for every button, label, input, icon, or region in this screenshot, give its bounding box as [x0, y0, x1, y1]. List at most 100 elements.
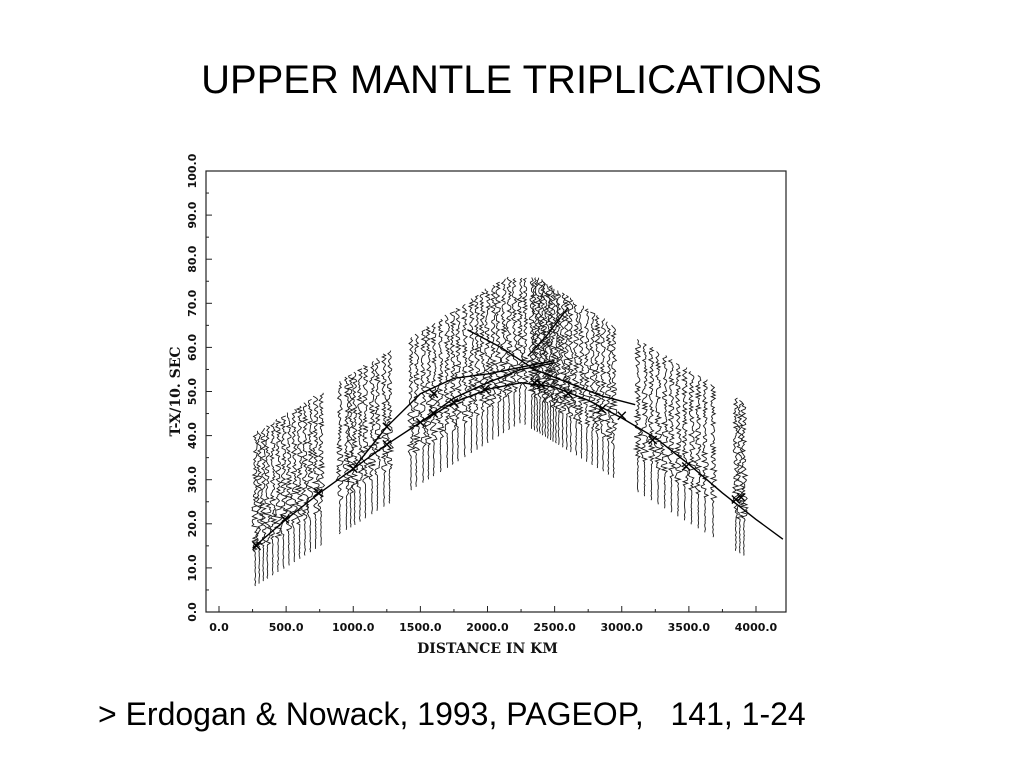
pick-marker: [563, 389, 573, 399]
pick-marker: [617, 411, 627, 421]
travel-time-branch-line: [467, 329, 636, 406]
seismogram-trace: [504, 276, 514, 430]
seismogram-trace: [471, 294, 482, 450]
pick-marker: [415, 417, 425, 427]
y-tick-label: 30.0: [186, 466, 199, 493]
seismogram-trace: [639, 343, 650, 497]
seismogram-trace: [406, 337, 416, 491]
travel-time-branch-line: [252, 381, 784, 549]
x-axis-ticks: 0.0 500.0 1000.0 1500.0 2000.0 2500.0 3000.0 35…: [209, 606, 778, 634]
pick-marker: [529, 378, 539, 388]
seismogram-trace: [553, 290, 564, 445]
seismogram-trace: [300, 402, 310, 556]
seismogram-trace: [341, 376, 352, 530]
seismogram-trace: [316, 392, 326, 546]
pick-marker: [731, 495, 741, 505]
pick-marker-stroke: [617, 411, 627, 421]
seismogram-trace: [734, 400, 746, 554]
x-axis-label: DISTANCE IN KM: [417, 641, 558, 657]
seismogram-trace: [653, 351, 663, 505]
pick-marker-stroke: [449, 398, 459, 408]
seismogram-trace: [576, 305, 586, 459]
seismogram-trace: [373, 357, 383, 511]
pick-marker: [597, 404, 607, 414]
pick-marker-stroke: [280, 514, 290, 524]
seismogram-trace: [442, 314, 452, 468]
pick-marker-stroke: [429, 389, 439, 399]
y-tick-label: 80.0: [186, 245, 199, 272]
seismogram-trace: [482, 288, 493, 444]
seismogram-trace: [447, 311, 458, 465]
pick-marker-stroke: [536, 380, 546, 390]
pick-marker: [429, 389, 439, 399]
seismogram-trace: [561, 294, 572, 450]
pick-marker-stroke: [731, 495, 741, 505]
seismogram-trace: [608, 324, 619, 478]
y-tick-label: 70.0: [186, 289, 199, 316]
seismogram-trace: [700, 379, 710, 533]
seismogram-trace: [460, 303, 470, 458]
seismogram-trace: [258, 428, 268, 582]
pick-marker: [280, 514, 290, 524]
seismogram-trace: [709, 384, 718, 538]
seismogram-chart: 0.0 500.0 1000.0 1500.0 2000.0 2500.0 3000.0 35…: [168, 153, 787, 657]
seismogram-trace: [255, 430, 264, 584]
seismogram-trace: [548, 287, 558, 442]
y-axis-label: T-X/10. SEC: [168, 346, 184, 436]
seismogram-trace: [693, 375, 703, 529]
seismogram-trace: [488, 285, 498, 440]
pick-marker-stroke: [313, 488, 323, 498]
pick-marker-stroke: [563, 389, 573, 399]
pick-marker-stroke: [648, 435, 658, 445]
pick-marker: [736, 492, 746, 502]
pick-marker: [348, 464, 358, 474]
pick-marker-stroke: [736, 492, 746, 502]
seismogram-trace: [532, 277, 542, 433]
y-tick-label: 90.0: [186, 201, 199, 228]
y-tick-label: 20.0: [186, 510, 199, 537]
seismogram-trace: [667, 359, 677, 513]
pick-marker-stroke: [252, 541, 262, 551]
x-tick-label: 2500.0: [533, 621, 576, 634]
pick-marker-stroke: [681, 461, 691, 471]
seismogram-trace: [418, 329, 428, 483]
pick-markers: [252, 378, 746, 551]
seismogram-trace: [250, 433, 261, 587]
seismogram-trace: [346, 374, 355, 528]
seismogram-trace: [263, 425, 273, 579]
seismogram-trace: [647, 347, 656, 501]
x-tick-label: 4000.0: [735, 621, 778, 634]
pick-marker-stroke: [382, 422, 392, 432]
seismogram-trace: [385, 350, 395, 504]
seismogram-trace: [356, 368, 365, 522]
seismogram-trace: [283, 412, 293, 566]
pick-marker-stroke: [480, 384, 490, 394]
pick-marker-stroke: [429, 409, 439, 419]
pick-marker: [429, 409, 439, 419]
y-tick-label: 0.0: [186, 602, 199, 622]
y-tick-label: 60.0: [186, 333, 199, 360]
pick-marker-stroke: [597, 404, 607, 414]
seismogram-trace: [515, 277, 526, 424]
x-tick-label: 1500.0: [399, 621, 442, 634]
seismogram-trace: [571, 302, 580, 456]
seismogram-trace: [673, 363, 683, 517]
seismogram-trace: [350, 371, 359, 525]
seismogram-trace: [558, 292, 568, 448]
seismogram-trace: [680, 367, 690, 521]
seismogram-trace: [477, 291, 487, 447]
x-tick-label: 0.0: [209, 621, 229, 634]
pick-marker: [382, 422, 392, 432]
seismogram-trace: [435, 318, 446, 473]
seismogram-trace: [294, 405, 305, 559]
seismogram-trace: [411, 333, 422, 487]
seismogram-trace: [273, 419, 284, 573]
citation: > Erdogan & Nowack, 1993, PAGEOP, 141, 1…: [98, 696, 806, 732]
seismogram-trace: [587, 311, 597, 466]
seismogram-trace: [306, 398, 314, 553]
seismogram-trace: [632, 339, 643, 493]
seismogram-trace: [269, 422, 278, 576]
y-tick-label: 40.0: [186, 422, 199, 449]
x-tick-label: 1000.0: [332, 621, 375, 634]
seismogram-trace: [379, 353, 390, 507]
